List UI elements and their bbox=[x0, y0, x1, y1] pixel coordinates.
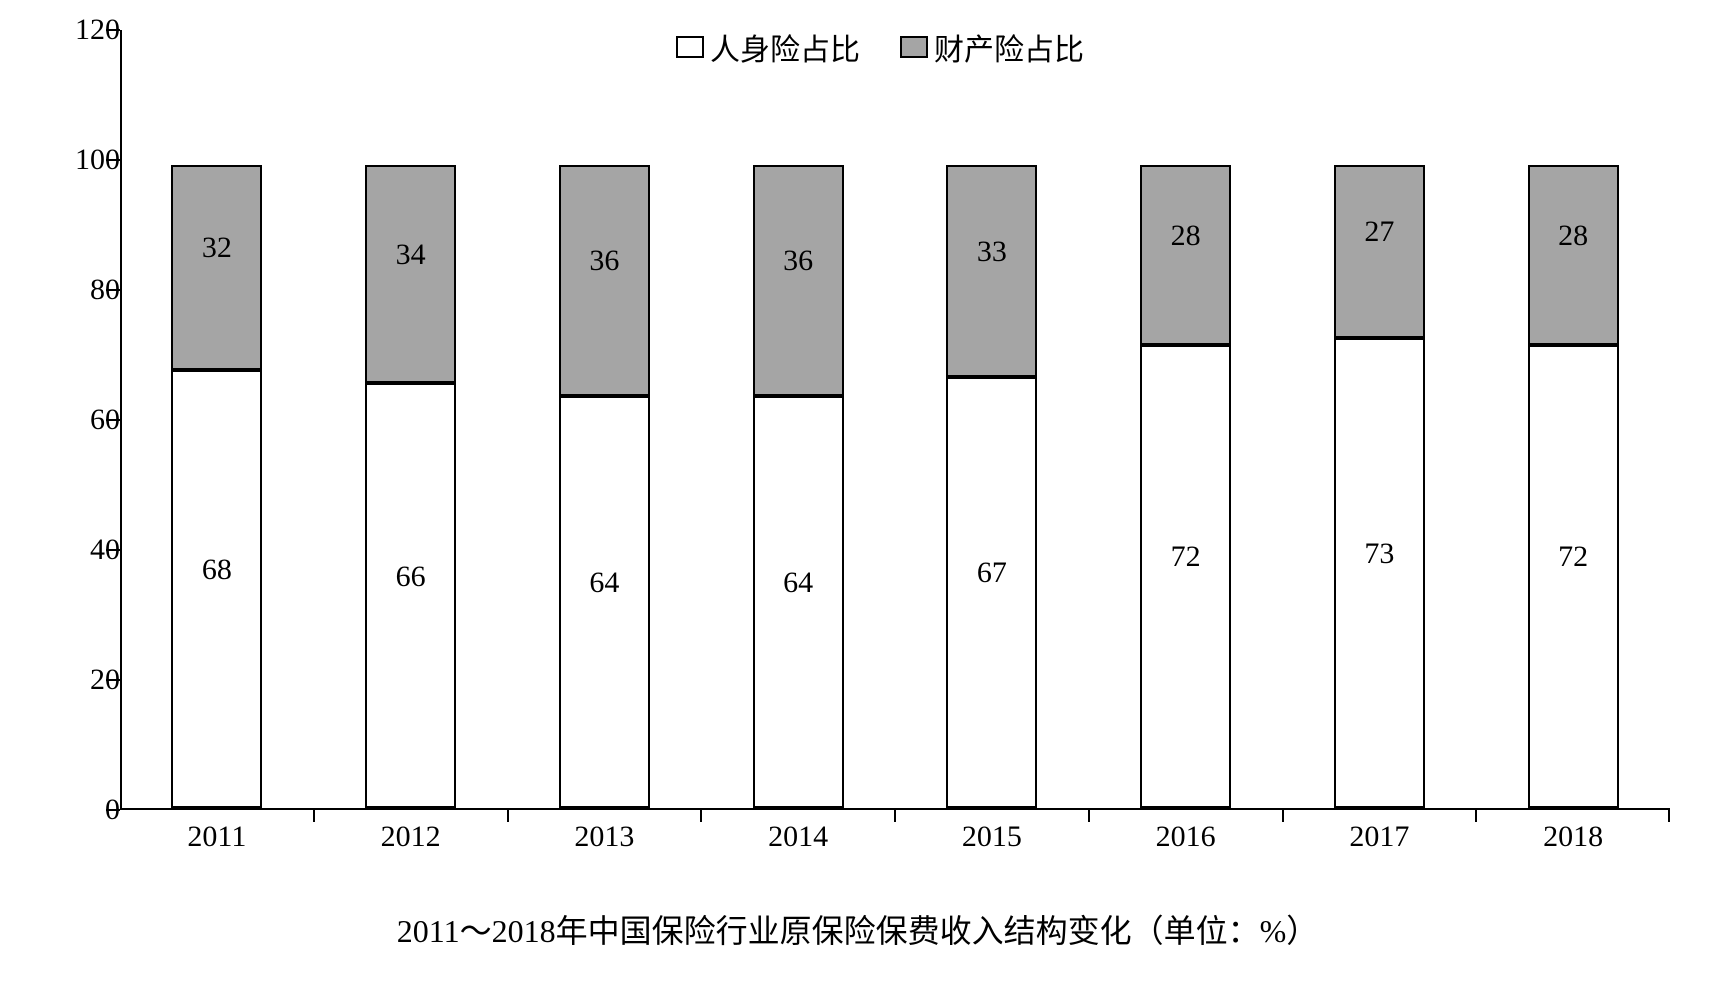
x-axis-label: 2013 bbox=[574, 820, 634, 854]
bar-data-label: 27 bbox=[1334, 215, 1425, 249]
bar-data-label: 72 bbox=[1140, 540, 1231, 574]
bar-group: 66 34 bbox=[365, 165, 456, 809]
legend-label-series-0: 人身险占比 bbox=[710, 25, 860, 69]
x-tick bbox=[1668, 808, 1670, 822]
bar-segment-series-1 bbox=[365, 165, 456, 384]
y-axis-label: 40 bbox=[90, 533, 120, 567]
bar-data-label: 73 bbox=[1334, 537, 1425, 571]
x-tick bbox=[894, 808, 896, 822]
x-tick bbox=[507, 808, 509, 822]
bar-segment-series-0 bbox=[365, 383, 456, 808]
x-tick bbox=[1088, 808, 1090, 822]
bar-data-label: 64 bbox=[753, 566, 844, 600]
bar-segment-series-0 bbox=[171, 370, 262, 808]
bar-segment-series-0 bbox=[753, 396, 844, 808]
bar-segment-series-1 bbox=[753, 165, 844, 397]
bar-segment-series-0 bbox=[946, 377, 1037, 808]
bar-data-label: 34 bbox=[365, 238, 456, 272]
x-axis-label: 2018 bbox=[1543, 820, 1603, 854]
bar-group: 72 28 bbox=[1140, 165, 1231, 809]
x-axis-label: 2016 bbox=[1156, 820, 1216, 854]
legend-label-series-1: 财产险占比 bbox=[934, 25, 1084, 69]
legend-swatch-series-0 bbox=[676, 36, 704, 58]
bar-segment-series-0 bbox=[1140, 345, 1231, 808]
bar-group: 68 32 bbox=[171, 165, 262, 809]
x-tick bbox=[1475, 808, 1477, 822]
bar-group: 72 28 bbox=[1528, 165, 1619, 809]
bar-data-label: 28 bbox=[1140, 219, 1231, 253]
y-axis-label: 60 bbox=[90, 403, 120, 437]
y-axis-label: 120 bbox=[75, 13, 120, 47]
bar-data-label: 36 bbox=[753, 244, 844, 278]
bar-data-label: 72 bbox=[1528, 540, 1619, 574]
bar-data-label: 67 bbox=[946, 556, 1037, 590]
bar-segment-series-1 bbox=[1334, 165, 1425, 339]
y-axis-label: 20 bbox=[90, 663, 120, 697]
bar-segment-series-0 bbox=[1528, 345, 1619, 808]
y-axis-label: 100 bbox=[75, 143, 120, 177]
bar-segment-series-1 bbox=[171, 165, 262, 371]
bar-data-label: 66 bbox=[365, 560, 456, 594]
x-axis-label: 2011 bbox=[187, 820, 246, 854]
legend-item-series-1: 财产险占比 bbox=[900, 25, 1084, 69]
x-axis-label: 2015 bbox=[962, 820, 1022, 854]
bar-data-label: 33 bbox=[946, 235, 1037, 269]
chart-caption: 2011～2018年中国保险行业原保险保费收入结构变化（单位：%） bbox=[0, 906, 1715, 952]
bar-data-label: 28 bbox=[1528, 219, 1619, 253]
x-axis-label: 2017 bbox=[1349, 820, 1409, 854]
bar-segment-series-1 bbox=[1140, 165, 1231, 345]
x-axis-label: 2012 bbox=[381, 820, 441, 854]
bar-segment-series-0 bbox=[1334, 338, 1425, 808]
chart-legend: 人身险占比 财产险占比 bbox=[676, 25, 1084, 69]
x-tick bbox=[1282, 808, 1284, 822]
bar-segment-series-0 bbox=[559, 396, 650, 808]
legend-swatch-series-1 bbox=[900, 36, 928, 58]
y-axis-label: 0 bbox=[105, 793, 120, 827]
bar-group: 73 27 bbox=[1334, 165, 1425, 809]
plot-area: 68 32 66 34 64 36 64 36 67 33 72 28 73 27 72 28 bbox=[120, 30, 1670, 810]
bar-data-label: 68 bbox=[171, 553, 262, 587]
x-axis-label: 2014 bbox=[768, 820, 828, 854]
x-tick bbox=[313, 808, 315, 822]
bar-segment-series-1 bbox=[1528, 165, 1619, 345]
x-tick bbox=[700, 808, 702, 822]
bar-data-label: 36 bbox=[559, 244, 650, 278]
y-axis-label: 80 bbox=[90, 273, 120, 307]
bar-data-label: 64 bbox=[559, 566, 650, 600]
bar-data-label: 32 bbox=[171, 231, 262, 265]
bar-segment-series-1 bbox=[559, 165, 650, 397]
bar-group: 64 36 bbox=[753, 165, 844, 809]
bar-group: 67 33 bbox=[946, 165, 1037, 809]
bar-segment-series-1 bbox=[946, 165, 1037, 377]
chart-container: 68 32 66 34 64 36 64 36 67 33 72 28 73 27 72 28 人身险占比 财… bbox=[80, 10, 1680, 870]
legend-item-series-0: 人身险占比 bbox=[676, 25, 860, 69]
bar-group: 64 36 bbox=[559, 165, 650, 809]
